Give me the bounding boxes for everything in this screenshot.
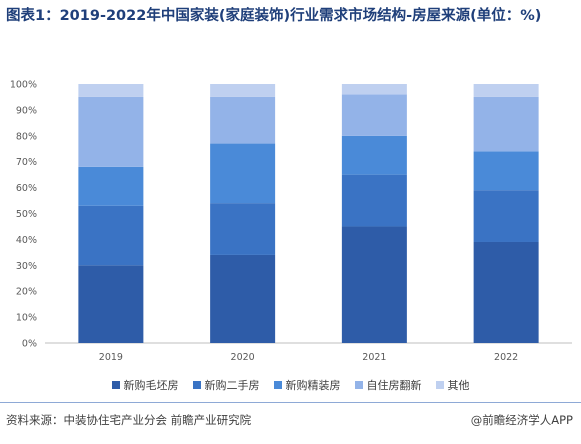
y-tick-label: 80% xyxy=(16,131,37,142)
bar-segment xyxy=(210,254,276,343)
x-tick-label: 2022 xyxy=(494,352,518,363)
bar-segment xyxy=(473,241,539,343)
legend-label: 新购二手房 xyxy=(204,379,260,392)
bar-segment xyxy=(473,151,539,191)
chart-title: 图表1：2019-2022年中国家装(家庭装饰)行业需求市场结构-房屋来源(单位… xyxy=(6,8,542,24)
bar-segment xyxy=(210,143,276,204)
bar-segment xyxy=(78,166,144,206)
bar-segment xyxy=(78,205,144,266)
brand-label: @前瞻经济学人APP xyxy=(470,413,573,427)
y-tick-label: 10% xyxy=(16,313,37,324)
bar-segment xyxy=(210,203,276,255)
y-tick-label: 0% xyxy=(22,339,37,350)
legend-swatch xyxy=(354,381,363,389)
legend-item: 自住房翻新 xyxy=(354,377,422,393)
legend-label: 自住房翻新 xyxy=(366,379,422,392)
legend-item: 其他 xyxy=(435,377,470,393)
legend-swatch xyxy=(435,381,444,389)
legend-label: 新购精装房 xyxy=(285,379,341,392)
legend-label: 新购毛坯房 xyxy=(123,379,179,392)
legend-label: 其他 xyxy=(447,379,470,392)
x-tick-label: 2021 xyxy=(362,352,386,363)
bar-segment xyxy=(341,84,407,95)
y-tick-label: 100% xyxy=(10,80,37,91)
bar-segment xyxy=(341,174,407,227)
legend: 新购毛坯房 新购二手房 新购精装房 自住房翻新 其他 xyxy=(0,377,581,393)
legend-swatch xyxy=(111,381,120,389)
bar-segment xyxy=(473,96,539,152)
legend-swatch xyxy=(273,381,282,389)
bar-segment xyxy=(341,226,407,343)
y-tick-label: 70% xyxy=(16,157,37,168)
legend-item: 新购毛坯房 xyxy=(111,377,179,393)
bar-segment xyxy=(210,84,276,97)
x-tick-label: 2020 xyxy=(231,352,255,363)
x-tick-label: 2019 xyxy=(99,352,123,363)
bar-segment xyxy=(210,96,276,144)
bar-segment xyxy=(78,84,144,97)
y-tick-label: 60% xyxy=(16,183,37,194)
y-tick-label: 20% xyxy=(16,287,37,298)
bar-segment xyxy=(78,96,144,167)
legend-swatch xyxy=(192,381,201,389)
legend-item: 新购精装房 xyxy=(273,377,341,393)
source-note: 资料来源：中装协住宅产业分会 前瞻产业研究院 xyxy=(6,413,252,427)
y-tick-label: 30% xyxy=(16,261,37,272)
bar-segment xyxy=(341,94,407,136)
bar-segment xyxy=(341,135,407,175)
divider xyxy=(0,402,581,403)
y-tick-label: 90% xyxy=(16,105,37,116)
bar-segment xyxy=(473,190,539,242)
bar-segment xyxy=(473,84,539,97)
y-tick-label: 50% xyxy=(16,209,37,220)
bar-segment xyxy=(78,265,144,343)
legend-item: 新购二手房 xyxy=(192,377,260,393)
y-tick-label: 40% xyxy=(16,235,37,246)
